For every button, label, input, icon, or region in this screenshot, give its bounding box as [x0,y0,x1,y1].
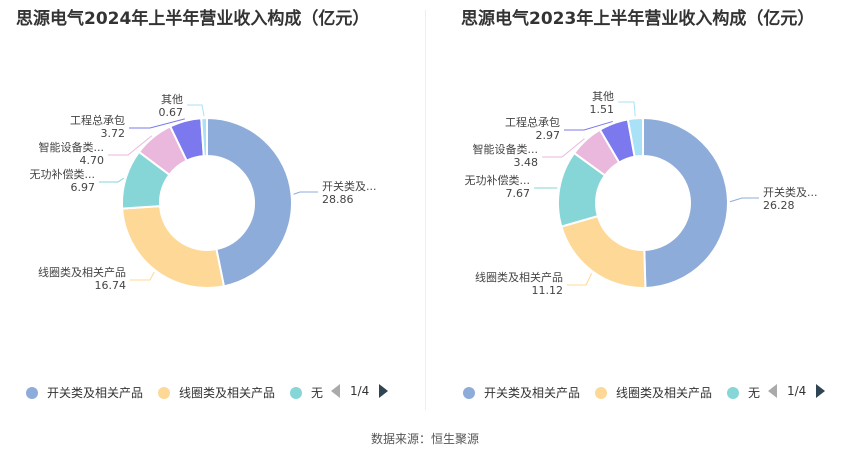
legend: 开关类及相关产品 线圈类及相关产品 无 1/4 [18,384,418,404]
slice-label: 开关类及... [322,179,377,193]
prev-page-icon[interactable] [331,384,340,398]
data-source-note: 数据来源：恒生聚源 [370,432,479,446]
slice-label: 开关类及... [763,185,818,199]
legend-item[interactable]: 线圈类及相关产品 [595,384,712,401]
legend-label: 线圈类及相关产品 [179,386,276,400]
leader-line [293,191,318,195]
legend-marker [727,386,739,399]
slice-label: 线圈类及相关产品 [38,265,126,279]
legend-pager: 1/4 [331,384,389,398]
slice-label: 无功补偿类... [30,167,96,181]
legend-item[interactable]: 线圈类及相关产品 [158,384,275,401]
donut-slice[interactable] [121,205,226,289]
slice-value-label: 26.28 [763,199,795,212]
legend-label: 线圈类及相关产品 [616,386,713,400]
leader-line [567,273,593,286]
legend-marker [595,386,607,399]
slice-value-label: 4.70 [80,154,105,167]
legend: 开关类及相关产品 线圈类及相关产品 无 1/4 [443,384,843,404]
page-indicator: 1/4 [787,384,807,398]
legend-marker [158,386,170,399]
leader-line [99,177,124,183]
donut-slice[interactable] [626,116,644,158]
slice-label: 其他 [161,93,183,106]
legend-pager: 1/4 [768,384,826,398]
slice-value-label: 6.97 [71,181,96,194]
donut-slice[interactable] [206,116,293,288]
legend-item[interactable]: 开关类及相关产品 [463,384,580,401]
slice-value-label: 11.12 [532,284,564,297]
legend-marker [463,386,475,399]
slice-value-label: 3.72 [101,127,126,140]
leader-line [130,271,155,281]
slice-label: 无功补偿类... [465,173,531,187]
slice-value-label: 16.74 [95,279,127,292]
slice-value-label: 2.97 [536,129,561,142]
leader-line [729,197,759,203]
slice-label: 智能设备类... [39,140,105,154]
legend-label: 无 [748,386,761,400]
slice-label: 工程总承包 [505,115,560,129]
slice-label: 线圈类及相关产品 [475,270,563,284]
page-indicator: 1/4 [350,384,370,398]
slice-value-label: 1.51 [590,103,615,116]
donut-slice[interactable] [642,116,729,289]
chart-title: 思源电气2023年上半年营业收入构成（亿元） [461,9,815,29]
panel-divider [425,10,426,410]
slice-value-label: 0.67 [159,106,184,119]
slice-label: 工程总承包 [70,113,125,127]
leader-line [108,135,153,156]
leader-line [187,104,205,117]
legend-item[interactable]: 无 [727,384,760,401]
leader-line [129,118,185,129]
leader-line [542,138,585,158]
slice-value-label: 28.86 [322,193,354,206]
slice-label: 智能设备类... [473,142,539,156]
slice-value-label: 3.48 [514,156,539,169]
legend-label: 无 [311,386,324,400]
legend-item[interactable]: 无 [290,384,323,401]
legend-label: 开关类及相关产品 [47,386,144,400]
chart-title: 思源电气2024年上半年营业收入构成（亿元） [16,9,370,29]
legend-label: 开关类及相关产品 [484,386,581,400]
leader-line [618,101,636,117]
legend-marker [290,386,302,399]
next-page-icon[interactable] [816,384,826,398]
donut-slice[interactable] [560,214,647,289]
slice-value-label: 7.67 [506,187,531,200]
legend-marker [26,386,38,399]
next-page-icon[interactable] [379,384,389,398]
chart-panel-2023: 思源电气2023年上半年营业收入构成（亿元） 开关类及... 26.28 线圈类及相… [425,0,850,415]
prev-page-icon[interactable] [768,384,777,398]
donut-slice[interactable] [200,116,208,158]
chart-panel-2024: 思源电气2024年上半年营业收入构成（亿元） 开关类及... 28.86 线圈类及相… [0,0,425,415]
leader-line [564,120,613,131]
slice-label: 其他 [592,90,614,103]
legend-item[interactable]: 开关类及相关产品 [26,384,143,401]
